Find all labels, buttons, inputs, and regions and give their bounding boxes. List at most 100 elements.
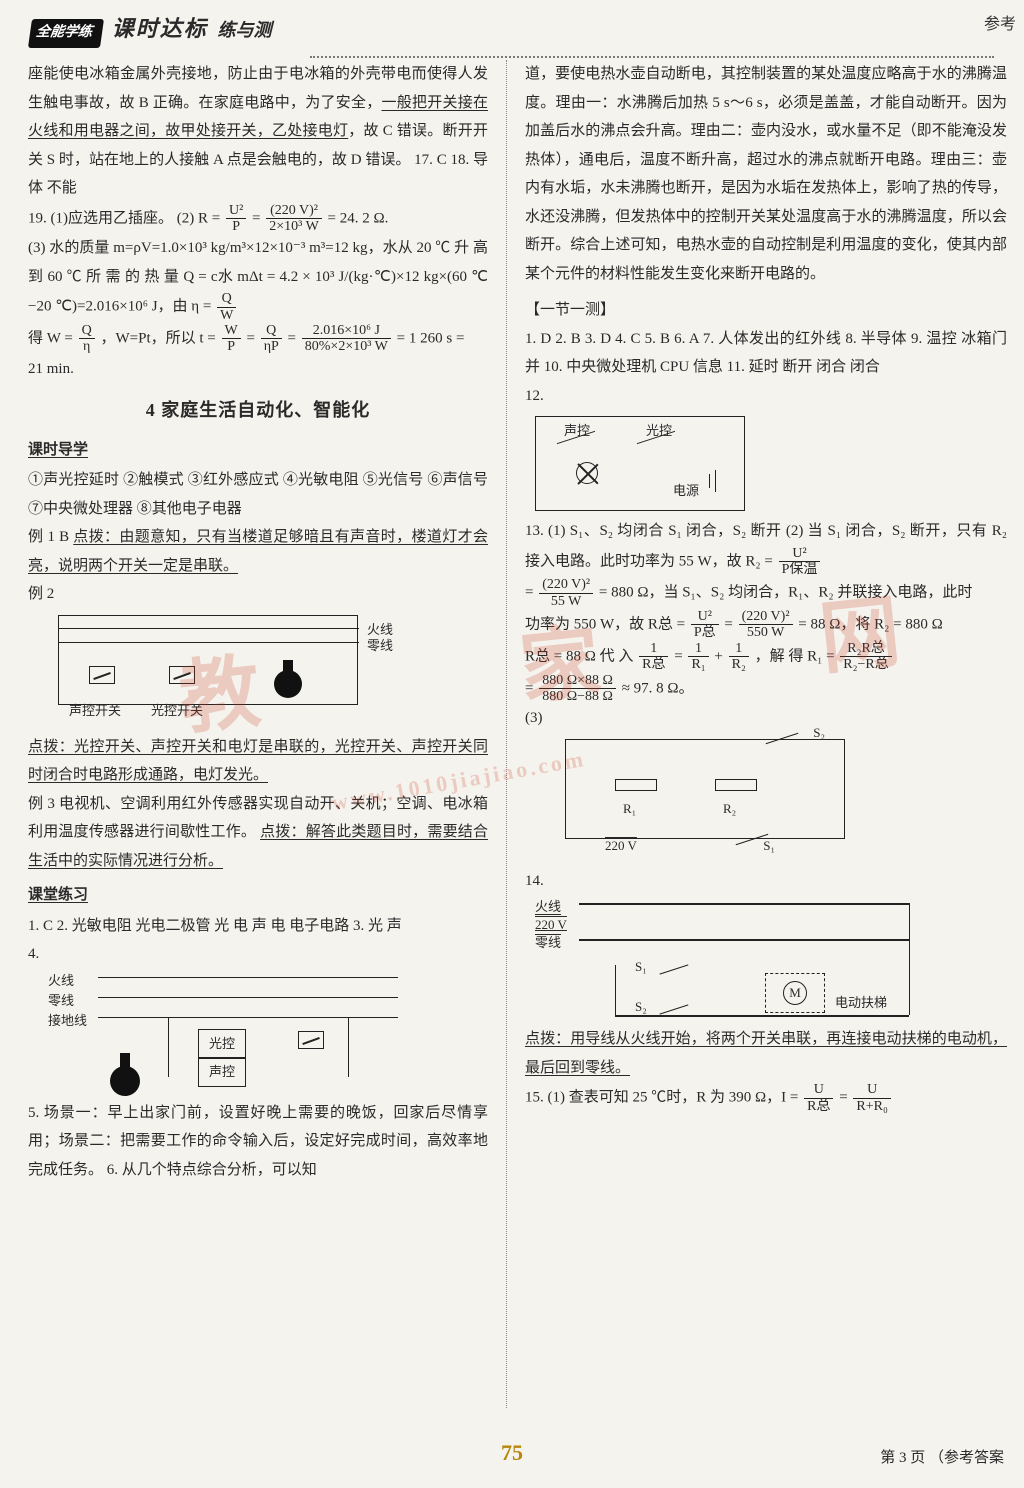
two-column-body: 座能使电冰箱金属外壳接地，防止由于电冰箱的外壳带电而使得人发生触电事故，故 B … — [0, 60, 1024, 1408]
q13-part-j: = 880 Ω×88 Ω880 Ω−88 Ω ≈ 97. 8 Ω。 — [525, 673, 1007, 705]
fraction: UR+R₀ — [853, 1082, 890, 1114]
text: 得 W = — [28, 330, 73, 346]
fraction: 880 Ω×88 Ω880 Ω−88 Ω — [539, 673, 616, 705]
motor-box: M — [765, 973, 825, 1013]
fraction: U²P — [226, 203, 246, 235]
fraction: 1R₂ — [729, 641, 749, 673]
switch-icon — [298, 1031, 324, 1049]
section-test-head: 【一节一测】 — [525, 296, 1007, 325]
plus: + — [714, 648, 722, 664]
fraction: U²P保温 — [779, 546, 821, 578]
fraction: WP — [222, 323, 241, 355]
banner-main: 课时达标 — [112, 16, 208, 41]
underlined-text: 点拨：光控开关、声控开关和电灯是串联的，光控开关、声控开关同时闭合时电路形成通路… — [28, 739, 488, 784]
underlined-text: 点拨：用导线从火线开始，将两个开关串联，再连接电动扶梯的电动机，最后回到零线。 — [525, 1031, 1007, 1076]
bulb-icon — [269, 656, 307, 709]
label-220v: 220 V — [605, 834, 637, 859]
left-para-1: 座能使电冰箱金属外壳接地，防止由于电冰箱的外壳带电而使得人发生触电事故，故 B … — [28, 60, 488, 203]
practice-4-label: 4. — [28, 940, 488, 969]
example-2-tip: 点拨：光控开关、声控开关和电灯是串联的，光控开关、声控开关同时闭合时电路形成通路… — [28, 733, 488, 790]
text: ，W=Pt，所以 t = — [100, 330, 215, 346]
motor-icon: M — [783, 981, 807, 1005]
switch-light — [169, 666, 195, 684]
text: = 24. 2 Ω. — [328, 210, 389, 226]
q15: 15. (1) 查表可知 25 ℃时，R 为 390 Ω，I = UR总 = U… — [525, 1082, 1007, 1114]
page-header: 全能学练 课时达标 练与测 参考 — [0, 0, 1024, 60]
label-sound: 声控开关 — [69, 699, 121, 724]
subhead-lesson: 课时导学 — [28, 436, 488, 465]
label-escalator: 电动扶梯 — [835, 991, 887, 1016]
subhead-practice: 课堂练习 — [28, 881, 488, 910]
text: = 88 Ω，将 R₂ = 880 Ω — [798, 616, 942, 632]
circuit-diagram-q14: 火线 220 V 零线 S₁ S₂ M 电动扶梯 — [535, 895, 915, 1025]
q19-part3e: 21 min. — [28, 355, 488, 384]
eq: = — [246, 330, 254, 346]
eq: = — [288, 330, 296, 346]
fraction: (220 V)²2×10³ W — [266, 203, 322, 235]
practice-1-3: 1. C 2. 光敏电阻 光电二极管 光 电 声 电 电子电路 3. 光 声 — [28, 912, 488, 941]
text: 19. (1)应选用乙插座。 (2) R = — [28, 210, 220, 226]
text: = 880 Ω，当 S₁、S₂ 均闭合，R₁、R₂ 并联接入电路，此时 — [599, 585, 972, 601]
switch-sound — [89, 666, 115, 684]
eq: = — [252, 210, 260, 226]
text: R总 = 88 Ω 代 入 — [525, 648, 633, 664]
underlined-text: 点拨：由题意知，只有当楼道足够暗且有声音时，楼道灯才会亮，说明两个开关一定是串联… — [28, 529, 488, 574]
q19-part3: (3) 水的质量 m=ρV=1.0×10³ kg/m³×12×10⁻³ m³=1… — [28, 234, 488, 323]
fraction: 2.016×10⁶ J80%×2×10³ W — [302, 323, 391, 355]
fraction: 1R₁ — [688, 641, 708, 673]
test-answers-1-11: 1. D 2. B 3. D 4. C 5. B 6. A 7. 人体发出的红外… — [525, 325, 1007, 382]
practice-5-6: 5. 场景一：早上出家门前，设置好晚上需要的晚饭，回家后尽情享用；场景二：把需要… — [28, 1099, 488, 1185]
section-4-title: 4 家庭生活自动化、智能化 — [28, 393, 488, 427]
left-column: 座能使电冰箱金属外壳接地，防止由于电冰箱的外壳带电而使得人发生触电事故，故 B … — [28, 60, 506, 1408]
circuit-diagram-q12: 声控 光控 电源 — [535, 416, 745, 511]
label-s2: S₂ — [635, 995, 647, 1020]
example-3: 例 3 电视机、空调利用红外传感器实现自动开、关机；空调、电冰箱利用温度传感器进… — [28, 790, 488, 876]
fraction: Qη — [79, 323, 95, 355]
label-ground: 接地线 — [48, 1009, 87, 1034]
q13-3-label: (3) — [525, 704, 1007, 733]
circuit-diagram-q4: 火线 零线 接地线 光控 声控 — [48, 969, 408, 1099]
corner-reference: 参考 — [984, 10, 1016, 40]
example-2-label: 例 2 — [28, 580, 488, 609]
bullet-list: ①声光控延时 ②触模式 ③红外感应式 ④光敏电阻 ⑤光信号 ⑥声信号 ⑦中央微处… — [28, 466, 488, 523]
fraction: UR总 — [804, 1082, 833, 1114]
text: ≈ 97. 8 Ω。 — [622, 680, 694, 696]
bulb-icon — [576, 462, 598, 484]
example-1: 例 1 B 点拨：由题意知，只有当楼道足够暗且有声音时，楼道灯才会亮，说明两个开… — [28, 523, 488, 580]
q14-tip: 点拨：用导线从火线开始，将两个开关串联，再连接电动扶梯的电动机，最后回到零线。 — [525, 1025, 1007, 1082]
dotted-rule — [310, 56, 994, 58]
right-column: 道，要使电热水壶自动断电，其控制装置的某处温度应略高于水的沸腾温度。理由一：水沸… — [507, 60, 1007, 1408]
fraction: QηP — [261, 323, 282, 355]
label-s1: S₁ — [763, 834, 775, 859]
fraction: (220 V)²55 W — [539, 577, 593, 609]
text: ，解 得 R₁ = — [755, 648, 835, 664]
label-r1: R₁ — [623, 797, 636, 822]
right-para-1: 道，要使电热水壶自动断电，其控制装置的某处温度应略高于水的沸腾温度。理由一：水沸… — [525, 60, 1007, 288]
eq: = — [724, 616, 732, 632]
resistor-r1 — [615, 779, 657, 791]
eq: = — [525, 680, 533, 696]
q13-part-d: 功率为 550 W，故 R总 = U²P总 = (220 V)²550 W = … — [525, 609, 1007, 641]
text: = 1 260 s = — [397, 330, 465, 346]
q19-part3b: 得 W = Qη ，W=Pt，所以 t = WP = QηP = 2.016×1… — [28, 323, 488, 355]
label-zero: 零线 — [535, 931, 561, 956]
label-source: 电源 — [673, 479, 699, 504]
page-number: 75 — [0, 1432, 1024, 1474]
q12-label: 12. — [525, 382, 1007, 411]
circuit-diagram-q13-3: R₁ R₂ S₂ S₁ 220 V — [565, 739, 845, 839]
q13-part-f: R总 = 88 Ω 代 入 1R总 = 1R₁ + 1R₂ ，解 得 R₁ = … — [525, 641, 1007, 673]
text: 13. (1) S₁、S₂ 均闭合 S₁ 闭合，S₂ 断开 (2) 当 S₁ 闭… — [525, 523, 1007, 569]
eq: = — [674, 648, 682, 664]
label-s1: S₁ — [635, 955, 647, 980]
circuit-diagram-ex2: 火线 零线 声控开关 光控开关 — [58, 615, 358, 705]
light-control-box: 光控 — [198, 1029, 246, 1060]
text: 功率为 550 W，故 R总 = — [525, 616, 685, 632]
text: 15. (1) 查表可知 25 ℃时，R 为 390 Ω，I = — [525, 1090, 798, 1106]
label-r2: R₂ — [723, 797, 736, 822]
bulb-icon — [106, 1049, 144, 1108]
banner-small: 全能学练 — [28, 19, 104, 48]
q13-part-a: 13. (1) S₁、S₂ 均闭合 S₁ 闭合，S₂ 断开 (2) 当 S₁ 闭… — [525, 517, 1007, 577]
fraction: U²P总 — [691, 609, 719, 641]
q19-line1: 19. (1)应选用乙插座。 (2) R = U²P = (220 V)²2×1… — [28, 203, 488, 235]
label-light: 光控开关 — [151, 699, 203, 724]
